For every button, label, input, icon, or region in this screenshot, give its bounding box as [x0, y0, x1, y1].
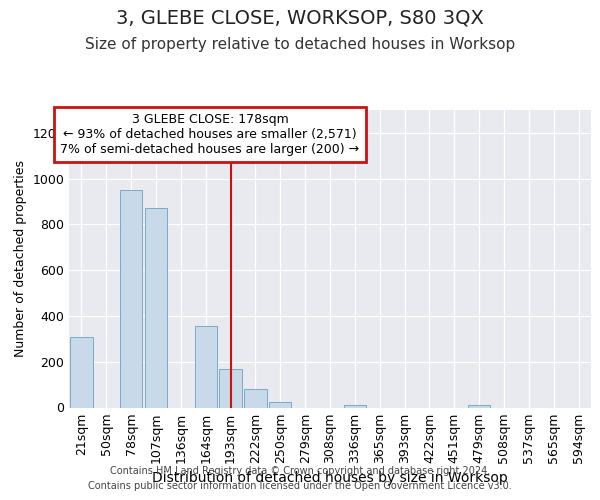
- Bar: [145, 208, 167, 408]
- Bar: [344, 405, 366, 407]
- Bar: [194, 326, 217, 407]
- Bar: [120, 190, 142, 408]
- Text: Size of property relative to detached houses in Worksop: Size of property relative to detached ho…: [85, 38, 515, 52]
- Y-axis label: Number of detached properties: Number of detached properties: [14, 160, 27, 357]
- Text: 3, GLEBE CLOSE, WORKSOP, S80 3QX: 3, GLEBE CLOSE, WORKSOP, S80 3QX: [116, 8, 484, 28]
- Text: Contains public sector information licensed under the Open Government Licence v3: Contains public sector information licen…: [88, 481, 512, 491]
- Bar: [220, 368, 242, 408]
- Bar: [244, 389, 266, 407]
- Text: 3 GLEBE CLOSE: 178sqm
← 93% of detached houses are smaller (2,571)
7% of semi-de: 3 GLEBE CLOSE: 178sqm ← 93% of detached …: [61, 113, 359, 156]
- Bar: [269, 402, 292, 407]
- Bar: [70, 336, 92, 407]
- Text: Contains HM Land Registry data © Crown copyright and database right 2024.: Contains HM Land Registry data © Crown c…: [110, 466, 490, 476]
- X-axis label: Distribution of detached houses by size in Worksop: Distribution of detached houses by size …: [152, 472, 508, 486]
- Bar: [468, 405, 490, 407]
